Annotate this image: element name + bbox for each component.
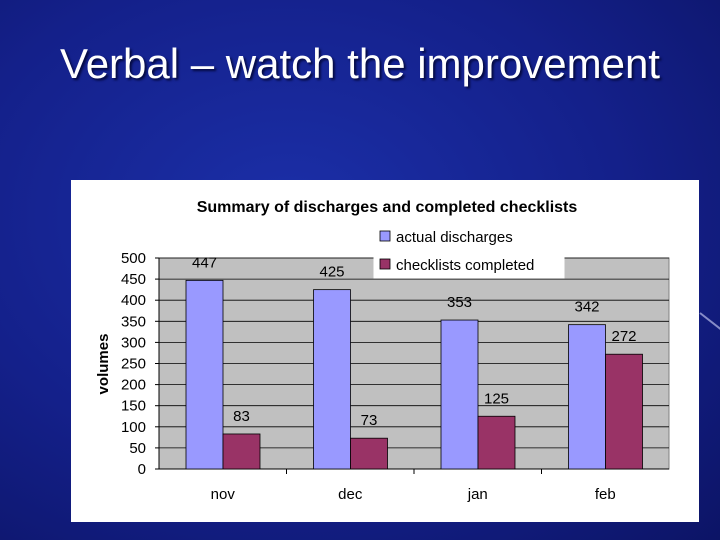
bar-checklists-completed-jan bbox=[477, 415, 516, 470]
legend-swatch bbox=[379, 230, 391, 242]
decorative-line bbox=[699, 312, 720, 333]
y-tick-label: 300 bbox=[121, 334, 146, 351]
bar-checklists-completed-nov bbox=[222, 433, 261, 470]
bar-actual-discharges-dec bbox=[313, 289, 351, 470]
y-tick-label: 100 bbox=[121, 419, 146, 436]
x-tick-label: nov bbox=[211, 486, 236, 503]
y-tick-label: 0 bbox=[138, 461, 146, 478]
bar-checklists-completed-feb bbox=[605, 353, 643, 470]
data-label: 425 bbox=[319, 264, 344, 281]
y-axis-label: volumes bbox=[95, 334, 112, 395]
data-label: 83 bbox=[233, 408, 250, 425]
x-tick-label: jan bbox=[467, 486, 488, 503]
legend-box bbox=[373, 221, 565, 279]
legend-swatch bbox=[379, 258, 391, 270]
chart-panel: Summary of discharges and completed chec… bbox=[71, 180, 699, 522]
x-tick-label: dec bbox=[338, 486, 363, 503]
y-tick-label: 450 bbox=[121, 271, 146, 288]
y-tick-label: 350 bbox=[121, 313, 146, 330]
bar-chart: Summary of discharges and completed chec… bbox=[95, 199, 670, 503]
data-label: 73 bbox=[361, 412, 378, 429]
y-tick-label: 500 bbox=[121, 250, 146, 267]
slide-title: Verbal – watch the improvement bbox=[60, 40, 660, 87]
y-tick-label: 200 bbox=[121, 377, 146, 394]
bar-checklists-completed-dec bbox=[350, 437, 388, 470]
y-tick-label: 250 bbox=[121, 356, 146, 373]
plot-area: 0 50 100 150 200 250 300 350 400 450 500 447 83 nov 42… bbox=[121, 221, 670, 503]
legend-label: checklists completed bbox=[396, 257, 534, 274]
data-label: 353 bbox=[447, 294, 472, 311]
bar-actual-discharges-feb bbox=[568, 324, 606, 470]
legend-label: actual discharges bbox=[396, 229, 513, 246]
data-label: 342 bbox=[574, 299, 599, 316]
chart-title: Summary of discharges and completed chec… bbox=[197, 199, 578, 216]
data-label: 272 bbox=[611, 328, 636, 345]
y-tick-label: 400 bbox=[121, 292, 146, 309]
bar-actual-discharges-nov bbox=[185, 279, 224, 470]
y-tick-label: 150 bbox=[121, 398, 146, 415]
data-label: 125 bbox=[484, 390, 509, 407]
bar-actual-discharges-jan bbox=[440, 319, 479, 470]
data-label: 447 bbox=[192, 254, 217, 271]
y-tick-label: 50 bbox=[129, 440, 146, 457]
x-tick-label: feb bbox=[595, 486, 616, 503]
